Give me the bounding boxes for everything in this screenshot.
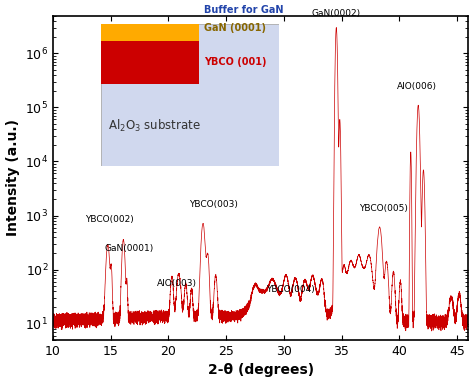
Text: GaN(0001): GaN(0001) (105, 244, 154, 254)
Text: YBCO(002): YBCO(002) (85, 215, 134, 224)
Y-axis label: Intensity (a.u.): Intensity (a.u.) (6, 119, 19, 236)
Text: YBCO(005): YBCO(005) (359, 205, 408, 213)
Text: YBCO(004): YBCO(004) (266, 285, 315, 294)
Text: GaN(0002): GaN(0002) (312, 9, 361, 18)
Text: AlO(006): AlO(006) (397, 82, 437, 91)
Text: AlO(003): AlO(003) (157, 280, 197, 288)
X-axis label: 2-θ (degrees): 2-θ (degrees) (208, 363, 314, 377)
Text: YBCO(003): YBCO(003) (189, 200, 238, 210)
